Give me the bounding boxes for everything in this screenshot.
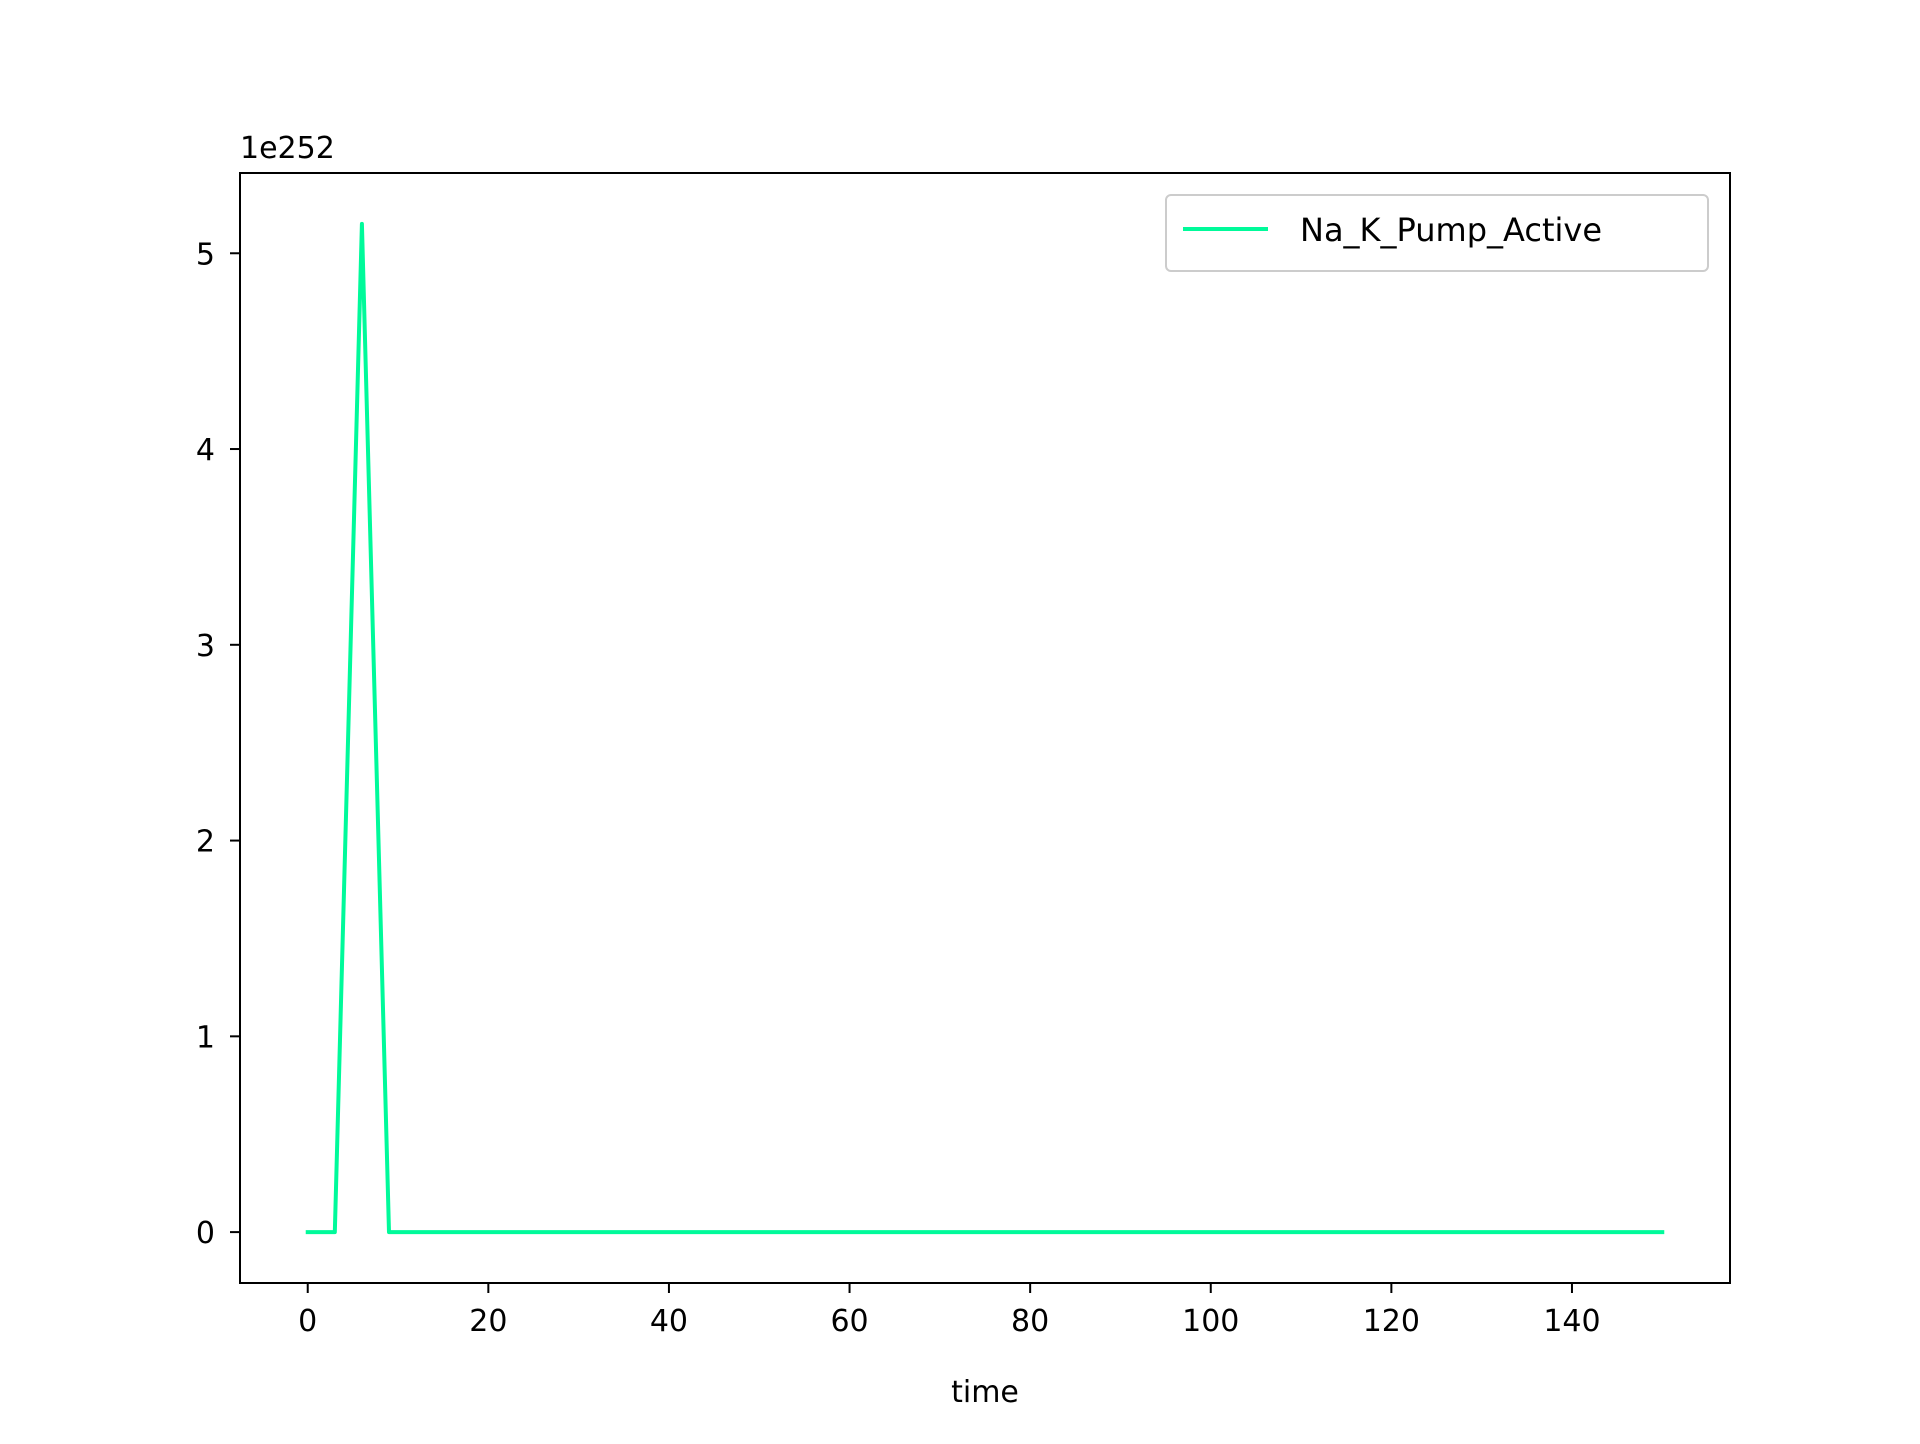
x-tick-label: 100 — [1182, 1304, 1239, 1339]
y-tick-label: 1 — [196, 1020, 215, 1055]
x-axis-label: time — [951, 1375, 1019, 1410]
y-tick-label: 4 — [196, 433, 215, 468]
x-tick-label: 20 — [469, 1304, 507, 1339]
legend-box — [1165, 194, 1709, 272]
plot-area-frame — [239, 172, 1731, 1284]
x-tick-label: 120 — [1363, 1304, 1420, 1339]
x-tick-label: 80 — [1011, 1304, 1049, 1339]
series-layer — [305, 221, 1665, 1235]
y-tick-label: 5 — [196, 237, 215, 272]
y-scale-label: 1e252 — [240, 131, 335, 166]
x-tick-label: 0 — [298, 1304, 317, 1339]
y-tick-label: 0 — [196, 1216, 215, 1251]
y-tick-label: 3 — [196, 629, 215, 664]
y-tick-label: 2 — [196, 825, 215, 860]
series-line-na-k-pump-active — [305, 221, 1665, 1235]
legend: Na_K_Pump_Active — [1165, 194, 1709, 272]
x-tick-label: 40 — [650, 1304, 688, 1339]
legend-entry-label: Na_K_Pump_Active — [1300, 211, 1602, 249]
plot-area-background — [240, 173, 1730, 1283]
ticks-layer: 0 20 40 60 80 100 120 140 0 1 2 3 4 5 — [196, 237, 1601, 1339]
x-tick-label: 60 — [830, 1304, 868, 1339]
x-tick-label: 140 — [1543, 1304, 1600, 1339]
